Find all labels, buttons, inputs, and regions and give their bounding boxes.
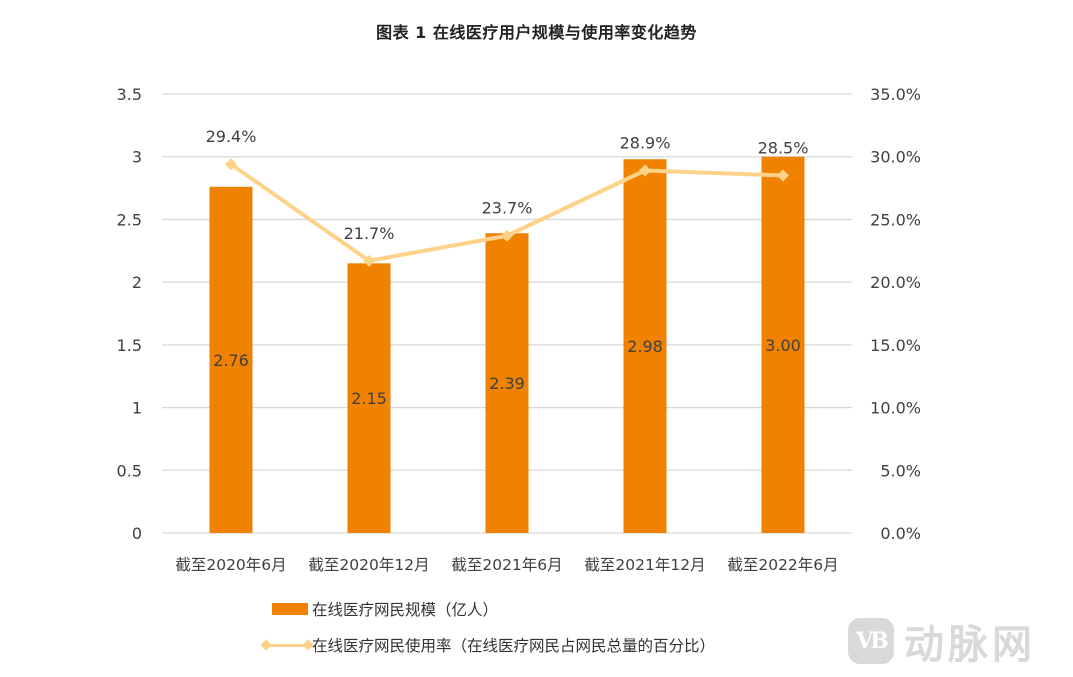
legend-item-bar: 在线医疗网民规模（亿人） (262, 596, 715, 622)
diamond-marker-icon (639, 164, 651, 177)
legend-item-line: 在线医疗网民使用率（在线医疗网民占网民总量的百分比） (260, 632, 716, 658)
bar (761, 156, 805, 533)
right-tick-label: 35.0% (870, 85, 921, 104)
diamond-marker-icon (501, 229, 513, 242)
left-tick-label: 3 (132, 148, 142, 167)
left-axis-ticks: 0 0.5 1 1.5 2 2.5 3 3.5 (117, 85, 142, 543)
line-value-label: 23.7% (482, 199, 533, 218)
right-tick-label: 5.0% (880, 461, 921, 480)
bar (623, 159, 667, 534)
watermark-text: 动脉网 (904, 622, 1036, 668)
diamond-marker-icon (363, 254, 375, 267)
bar-value-label: 2.39 (489, 374, 525, 393)
bar (485, 233, 529, 533)
line-value-label: 28.9% (620, 134, 671, 153)
bar-value-label: 2.98 (627, 337, 663, 356)
vb-logo-icon: VB (848, 618, 894, 664)
right-tick-label: 10.0% (870, 399, 921, 418)
legend-line-label: 在线医疗网民使用率（在线医疗网民占网民总量的百分比） (312, 637, 716, 655)
x-category-label: 截至2022年6月 (727, 556, 838, 574)
watermark: VB 动脉网 (848, 612, 1036, 670)
bar-value-label: 3.00 (765, 336, 801, 355)
right-tick-label: 25.0% (870, 210, 921, 229)
bar-value-label: 2.76 (213, 351, 249, 370)
bar-value-label: 2.15 (351, 389, 387, 408)
line-value-label: 21.7% (344, 224, 395, 243)
bar-data-labels: 2.76 2.15 2.39 2.98 3.00 (213, 336, 801, 408)
diamond-marker-icon (225, 158, 237, 171)
left-tick-label: 0 (132, 524, 142, 543)
x-category-label: 截至2020年6月 (175, 556, 286, 574)
line-value-label: 28.5% (758, 139, 809, 158)
right-tick-label: 15.0% (870, 336, 921, 355)
line-series (225, 158, 789, 267)
left-tick-label: 0.5 (117, 461, 142, 480)
bar-swatch-icon (272, 603, 308, 615)
left-tick-label: 3.5 (117, 85, 142, 104)
diamond-marker-icon (777, 169, 789, 182)
x-axis-labels: 截至2020年6月 截至2020年12月 截至2021年6月 截至2021年12月 截至… (175, 556, 838, 574)
x-category-label: 截至2021年12月 (584, 556, 705, 574)
left-tick-label: 2 (132, 273, 142, 292)
chart-title: 图表 1 在线医疗用户规模与使用率变化趋势 (376, 23, 697, 42)
left-tick-label: 2.5 (117, 210, 142, 229)
right-tick-label: 20.0% (870, 273, 921, 292)
right-axis-ticks: 0.0% 5.0% 10.0% 15.0% 20.0% 25.0% 30.0% 35.0% (870, 85, 921, 543)
x-category-label: 截至2020年12月 (308, 556, 429, 574)
legend-bar-label: 在线医疗网民规模（亿人） (312, 601, 499, 619)
bar-series (209, 156, 805, 534)
combo-chart: 0 0.5 1 1.5 2 2.5 3 3.5 0.0% 5.0% 10.0% 15.0% 20.0%… (117, 85, 921, 574)
line-value-label: 29.4% (206, 127, 257, 146)
left-tick-label: 1 (132, 399, 142, 418)
left-tick-label: 1.5 (117, 336, 142, 355)
x-category-label: 截至2021年6月 (451, 556, 562, 574)
right-tick-label: 0.0% (880, 524, 921, 543)
bar (209, 186, 253, 533)
bar (347, 263, 391, 533)
line-diamond-swatch-icon (260, 639, 314, 651)
right-tick-label: 30.0% (870, 148, 921, 167)
legend: 在线医疗网民规模（亿人） 在线医疗网民使用率（在线医疗网民占网民总量的百分比） (260, 596, 716, 668)
line-data-labels: 29.4% 21.7% 23.7% 28.9% 28.5% (206, 127, 809, 243)
